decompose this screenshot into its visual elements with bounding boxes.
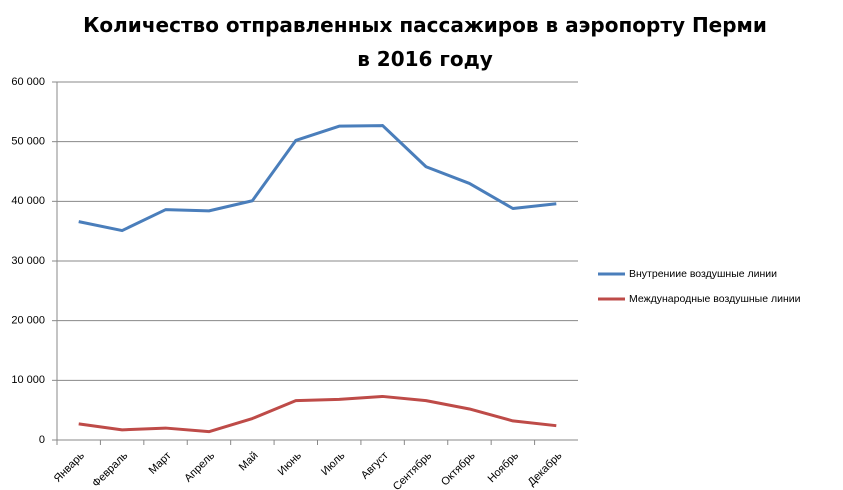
x-tick-label: Август bbox=[359, 450, 391, 482]
y-tick-label: 50 000 bbox=[11, 136, 45, 148]
x-tick-label: Май bbox=[237, 450, 261, 474]
legend-label: Внутрениие воздушные линии bbox=[629, 268, 777, 280]
y-tick-label: 0 bbox=[39, 434, 45, 446]
x-tick-label: Март bbox=[147, 450, 174, 477]
y-tick-label: 10 000 bbox=[11, 374, 45, 386]
x-tick-label: Январь bbox=[52, 450, 87, 485]
y-tick-label: 40 000 bbox=[11, 195, 45, 207]
x-tick-label: Сентябрь bbox=[391, 450, 435, 490]
series-line bbox=[79, 396, 557, 431]
x-tick-label: Апрель bbox=[182, 450, 217, 485]
legend: Внутрениие воздушные линии Международные … bbox=[598, 268, 801, 305]
x-tick-label: Июль bbox=[319, 450, 348, 479]
x-tick-label: Июнь bbox=[276, 450, 304, 478]
y-tick-label: 20 000 bbox=[11, 315, 45, 327]
x-tick-label: Ноябрь bbox=[486, 450, 522, 486]
x-tick-label: Октябрь bbox=[439, 450, 478, 489]
y-tick-label: 30 000 bbox=[11, 255, 45, 267]
x-tick-label: Декабрь bbox=[526, 450, 565, 489]
legend-label: Международные воздушные линии bbox=[629, 293, 801, 305]
x-tick-label: Февраль bbox=[90, 450, 130, 490]
y-tick-label: 60 000 bbox=[11, 76, 45, 88]
